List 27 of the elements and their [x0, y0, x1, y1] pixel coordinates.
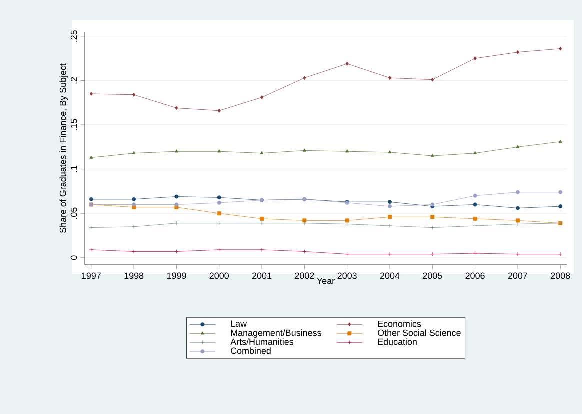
x-tick-label: 1997 [82, 272, 101, 280]
x-tick-label: 2003 [338, 272, 357, 280]
x-tick-label: 1999 [167, 272, 186, 280]
x-tick-label: 1998 [124, 272, 144, 280]
legend-label: Education [378, 338, 417, 346]
legend-label: Economics [378, 320, 422, 328]
x-tick-label: 2007 [508, 272, 528, 280]
y-tick-label: .25 [70, 30, 78, 42]
legend-label: Combined [231, 348, 271, 354]
x-tick-label: 2001 [252, 272, 272, 280]
y-tick-label: .2 [70, 77, 78, 84]
x-axis-title: Year [317, 278, 335, 284]
legend-label: Other Social Science [378, 330, 461, 336]
legend-label: Law [231, 320, 248, 328]
x-tick-label: 2005 [423, 272, 442, 280]
y-axis-title: Share of Graduates in Finance, By Subject [60, 64, 68, 234]
x-tick-label: 2000 [210, 272, 229, 280]
x-tick-label: 2004 [380, 272, 400, 280]
y-tick-label: .15 [70, 119, 78, 130]
y-tick-label: .1 [71, 166, 78, 172]
y-tick-label: 0 [70, 256, 78, 260]
x-tick-label: 2008 [551, 272, 570, 280]
legend-label: Management/Business [231, 330, 322, 338]
y-tick-label: .05 [70, 208, 78, 220]
x-tick-label: 2006 [466, 272, 485, 280]
x-tick-label: 2002 [295, 272, 314, 280]
legend-label: Arts/Humanities [230, 338, 294, 346]
